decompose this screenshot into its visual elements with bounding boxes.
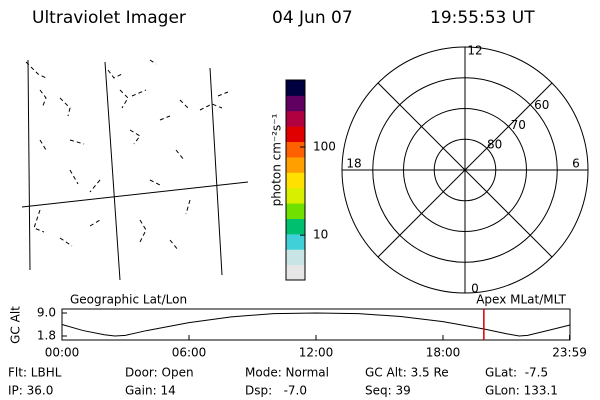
polar-plot: 60 70 80 0 6 12 18 [341, 44, 589, 296]
color-stripe [286, 218, 305, 235]
info-field: GLon: 133.1 [485, 384, 558, 398]
info-field: Dsp: -7.0 [245, 384, 307, 398]
hour-label: 6 [572, 157, 580, 171]
color-stripe [286, 110, 305, 127]
hour-label: 12 [467, 44, 482, 58]
title: Ultraviolet Imager [32, 8, 186, 28]
coastline [25, 59, 229, 251]
x-tick-label: 23:59 [552, 346, 587, 360]
x-tick-label: 12:00 [299, 346, 334, 360]
x-tick-label: 00:00 [45, 346, 80, 360]
map [21, 59, 249, 281]
colorbar-tick-label: 10 [313, 228, 328, 242]
color-stripe [286, 187, 305, 204]
colorbar: 10 100 [285, 79, 336, 281]
colorbar-frame [285, 79, 306, 281]
info-field: Flt: LBHL [8, 366, 62, 380]
orbit-plot: Geographic Lat/Lon Apex MLat/MLT GC Alt 9.0… [9, 293, 587, 360]
color-stripe [286, 95, 305, 112]
color-stripe [286, 249, 305, 266]
ring [341, 46, 589, 294]
info-field: Seq: 39 [365, 384, 411, 398]
info-field: Mode: Normal [245, 366, 329, 380]
color-stripe [286, 126, 305, 143]
ring-label: 70 [511, 118, 526, 132]
color-stripe [286, 80, 305, 96]
color-stripe [286, 156, 305, 173]
ring-label: 60 [534, 98, 549, 112]
info-field: IP: 36.0 [8, 384, 53, 398]
orbit-ylabel: GC Alt [9, 306, 23, 344]
info-field: GC Alt: 3.5 Re [365, 366, 449, 380]
hour-label: 18 [346, 157, 361, 171]
color-stripe [286, 233, 305, 250]
map-grid [21, 59, 249, 281]
colorbar-label: photon cm⁻²s⁻¹ [270, 113, 284, 206]
time: 19:55:53 UT [430, 8, 535, 28]
orbit-left-title: Geographic Lat/Lon [70, 293, 187, 307]
ring [403, 108, 527, 232]
y-tick-label: 9.0 [37, 305, 56, 319]
color-stripe [286, 172, 305, 189]
color-stripe [286, 141, 305, 158]
ring [433, 138, 497, 202]
x-tick-label: 06:00 [172, 346, 207, 360]
ring [372, 77, 558, 263]
hour-label: 0 [471, 282, 479, 296]
spoke [377, 82, 553, 258]
footer: Flt: LBHL IP: 36.0 Door: Open Gain: 14 Mode:… [8, 366, 558, 398]
x-tick-label: 18:00 [426, 346, 461, 360]
info-field: GLat: -7.5 [485, 366, 548, 380]
date: 04 Jun 07 [272, 8, 353, 28]
color-stripe [286, 203, 305, 219]
info-field: Gain: 14 [125, 384, 176, 398]
y-tick-label: 1.8 [37, 329, 56, 343]
colorbar-tick-label: 100 [313, 139, 336, 153]
info-field: Door: Open [125, 366, 194, 380]
orbit-right-title: Apex MLat/MLT [476, 293, 566, 307]
ring-label: 80 [487, 138, 502, 152]
color-stripe [286, 264, 305, 281]
orbit-curve [61, 312, 570, 337]
